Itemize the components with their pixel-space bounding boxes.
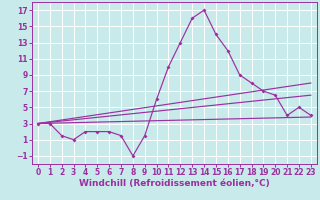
X-axis label: Windchill (Refroidissement éolien,°C): Windchill (Refroidissement éolien,°C) (79, 179, 270, 188)
